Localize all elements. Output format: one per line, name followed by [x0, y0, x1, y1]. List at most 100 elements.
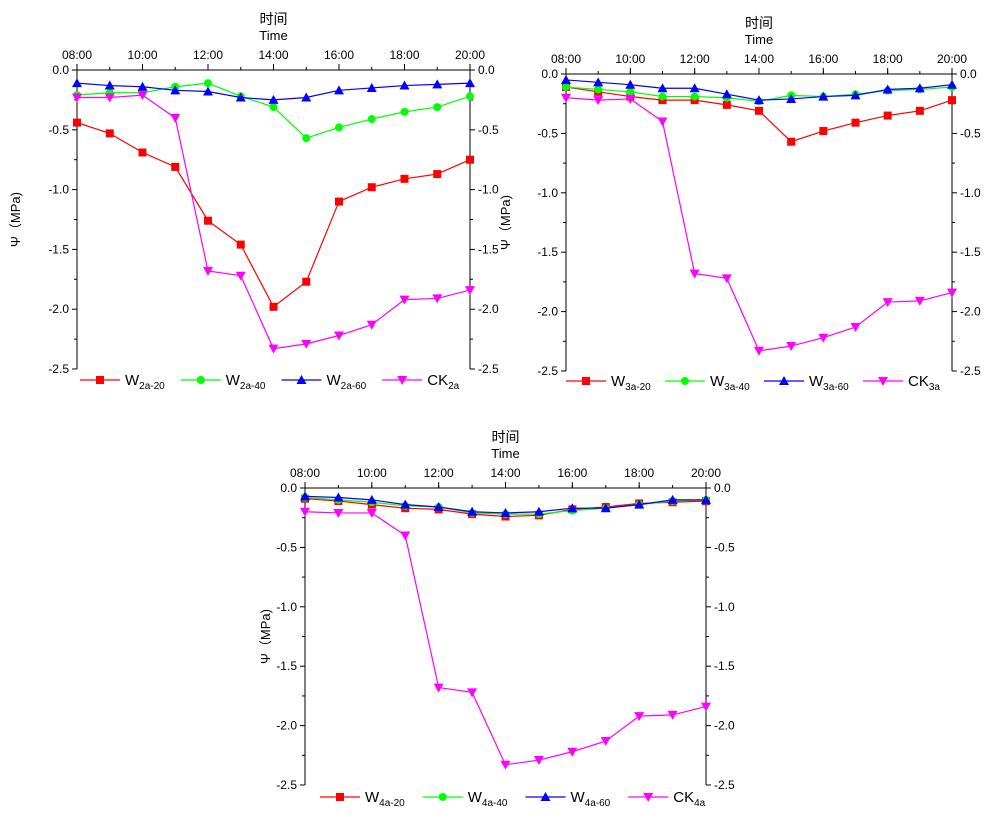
y-right-tick-label: -2.5 [714, 778, 735, 792]
series-w-3a-20 [562, 83, 956, 146]
data-point [302, 277, 311, 286]
data-point [626, 87, 635, 96]
data-point [72, 78, 82, 88]
data-point [301, 339, 312, 349]
legend-marker [681, 377, 689, 385]
data-point [367, 183, 376, 192]
x-tick-label: 16:00 [557, 466, 587, 480]
data-point [104, 80, 115, 90]
x-tick-label: 18:00 [624, 466, 654, 480]
data-point [300, 491, 310, 501]
data-point [634, 712, 645, 722]
data-point [235, 92, 246, 102]
legend-marker [438, 793, 447, 801]
y-left-tick-label: -0.5 [48, 123, 69, 137]
x-tick-label: 20:00 [937, 52, 967, 66]
data-point [268, 344, 279, 354]
data-point [400, 107, 409, 116]
y-right-tick-label: 0.0 [714, 481, 731, 495]
y-axis-label: Ψ（MPa) [8, 192, 23, 247]
y-right-tick-label: -1.5 [960, 245, 981, 259]
data-point [721, 89, 732, 99]
legend-label: W3a-60 [809, 373, 849, 393]
x-tick-label: 20:00 [691, 466, 721, 480]
legend-label-subscript: 3a-20 [625, 382, 651, 393]
data-point [786, 93, 797, 103]
series-ck-3a [561, 93, 957, 356]
axis-title-cn: 时间 [745, 15, 773, 31]
data-point [600, 737, 611, 747]
data-point [625, 79, 636, 89]
y-left-tick-label: -1.0 [537, 186, 558, 200]
legend-label: W3a-20 [611, 373, 651, 393]
y-right-tick-label: -2.5 [960, 364, 981, 378]
data-point [366, 508, 377, 518]
legend-label: CK3a [908, 373, 940, 393]
legend-label: W2a-20 [125, 372, 165, 392]
y-axis-label: Ψ（MPa) [498, 195, 513, 250]
series-line [565, 97, 953, 352]
legend-marker [540, 792, 551, 801]
data-point [819, 127, 828, 136]
x-tick-label: 14:00 [258, 48, 288, 62]
data-point [914, 83, 925, 93]
data-point [204, 79, 212, 88]
y-left-tick-label: -0.5 [276, 540, 297, 554]
x-tick-label: 16:00 [324, 48, 354, 62]
data-point [366, 320, 377, 330]
legend-marker [196, 376, 205, 384]
data-point [334, 331, 344, 341]
legend-label-subscript: 3a [929, 382, 941, 393]
axis-title-cn: 时间 [492, 429, 520, 445]
x-tick-label: 16:00 [808, 52, 838, 66]
data-point [634, 499, 645, 509]
data-point [657, 83, 668, 93]
legend-label-subscript: 3a-40 [724, 382, 750, 393]
x-tick-label: 08:00 [290, 466, 320, 480]
y-right-tick-label: -1.5 [478, 242, 499, 256]
data-point [667, 494, 678, 504]
legend-label-subscript: 4a-20 [379, 798, 405, 809]
legend: W3a-20 W3a-40 W3a-60 CK3a [566, 373, 940, 393]
data-point [465, 286, 475, 296]
data-point [689, 83, 700, 93]
chart-panel-3: 08:00 10:00 12:00 14:00 16:00 18:00 20:00 时间Tim… [258, 429, 735, 809]
x-tick-label: 10:00 [615, 52, 645, 66]
data-point [170, 113, 181, 123]
data-point [302, 134, 311, 143]
series-w-4a-60 [300, 491, 711, 517]
data-point [366, 494, 377, 504]
data-point [818, 333, 829, 343]
data-point [754, 346, 764, 356]
data-point [947, 288, 957, 298]
data-point [689, 269, 700, 279]
legend-marker [296, 375, 307, 384]
legend-label-subscript: 2a-40 [240, 381, 266, 392]
y-left-tick-label: -2.0 [537, 305, 558, 319]
y-right-tick-label: -1.0 [714, 600, 735, 614]
data-point [561, 74, 571, 84]
legend-marker [96, 376, 104, 384]
y-left-tick-label: -1.5 [48, 242, 69, 256]
data-point [235, 271, 246, 281]
data-point [335, 197, 343, 206]
data-point [787, 137, 796, 146]
legend-label: CK4a [673, 789, 705, 809]
y-right-tick-label: -1.0 [478, 183, 499, 197]
data-point [567, 503, 578, 513]
data-point [701, 702, 711, 712]
data-point [466, 155, 474, 164]
x-tick-label: 10:00 [127, 48, 157, 62]
axis-title-en: Time [491, 446, 519, 461]
y-axis-label: Ψ（MPa) [258, 609, 273, 664]
data-point [335, 123, 343, 132]
legend-label: CK2a [427, 372, 459, 392]
data-point [138, 148, 147, 157]
x-tick-label: 12:00 [424, 466, 454, 480]
y-right-tick-label: -1.5 [714, 659, 735, 673]
data-point [701, 494, 711, 504]
data-point [914, 296, 925, 306]
data-point [433, 683, 444, 693]
chart-panel-1: 08:00 10:00 12:00 14:00 16:00 18:00 20:00 时间Tim… [8, 11, 499, 392]
